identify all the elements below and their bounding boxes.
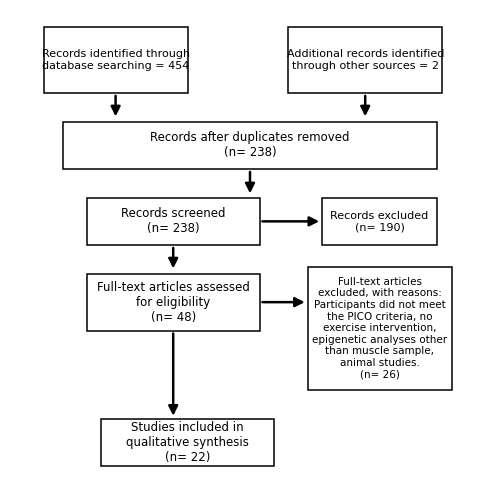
FancyBboxPatch shape [63,122,437,169]
Text: Full-text articles assessed
for eligibility
(n= 48): Full-text articles assessed for eligibil… [97,281,250,324]
FancyBboxPatch shape [101,419,274,466]
FancyBboxPatch shape [322,198,437,245]
Text: Records after duplicates removed
(n= 238): Records after duplicates removed (n= 238… [150,131,350,159]
FancyBboxPatch shape [288,27,442,93]
Text: Studies included in
qualitative synthesis
(n= 22): Studies included in qualitative synthesi… [126,421,249,464]
FancyBboxPatch shape [44,27,188,93]
Text: Full-text articles
excluded, with reasons:
Participants did not meet
the PICO cr: Full-text articles excluded, with reason… [312,277,447,380]
FancyBboxPatch shape [87,198,260,245]
Text: Records excluded
(n= 190): Records excluded (n= 190) [330,210,428,232]
FancyBboxPatch shape [87,274,260,331]
Text: Additional records identified
through other sources = 2: Additional records identified through ot… [286,49,444,71]
FancyBboxPatch shape [308,266,452,390]
Text: Records identified through
database searching = 454: Records identified through database sear… [42,49,190,71]
Text: Records screened
(n= 238): Records screened (n= 238) [121,207,226,235]
